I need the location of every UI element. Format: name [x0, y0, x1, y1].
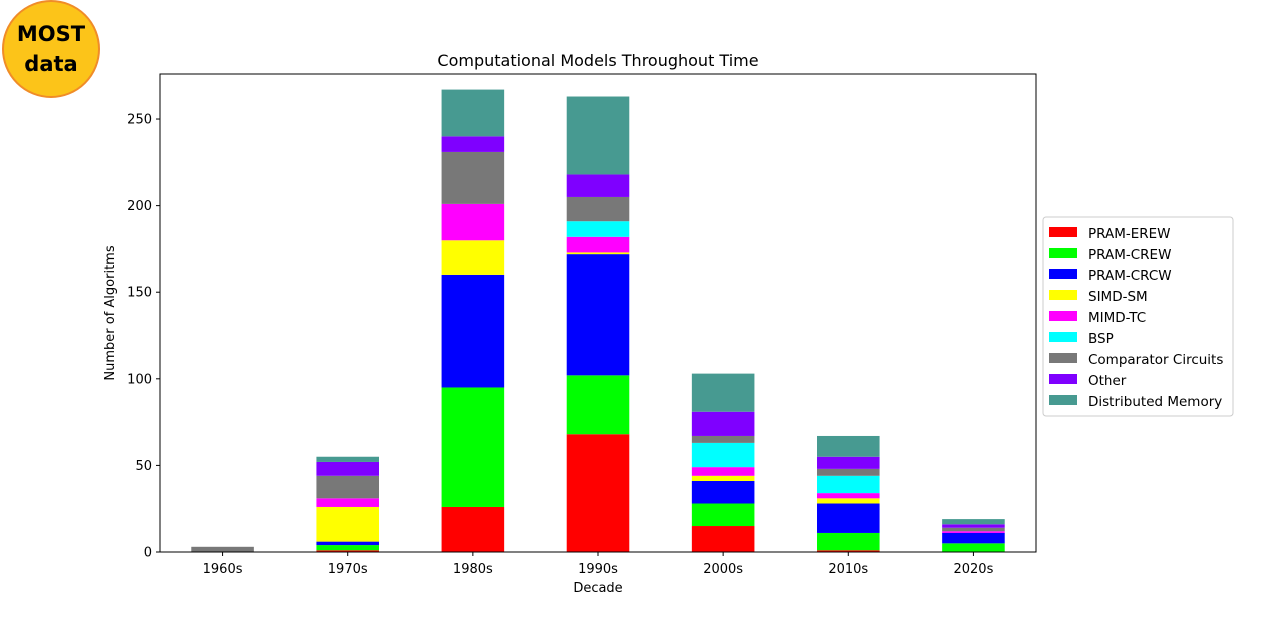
bar-2010s-series-7	[817, 456, 880, 469]
bar-2000s-series-2	[691, 480, 755, 504]
bar-2000s-series-7	[691, 411, 755, 436]
x-axis-label: Decade	[573, 581, 622, 596]
bar-2020s-series-7	[942, 524, 1005, 528]
legend-label-6: Comparator Circuits	[1088, 352, 1223, 368]
legend-swatch-7	[1049, 374, 1077, 384]
bar-1990s-series-1	[566, 375, 630, 435]
bar-2010s-series-1	[817, 532, 880, 551]
bar-1990s-series-5	[566, 221, 630, 237]
legend-swatch-3	[1049, 290, 1077, 300]
y-tick-label-5: 250	[127, 113, 152, 128]
bars-group	[191, 89, 1005, 552]
bar-2010s-series-8	[817, 435, 880, 457]
x-tick-label-2: 1980s	[453, 562, 493, 577]
bar-1980s-series-8	[441, 89, 505, 137]
bar-1970s-series-1	[316, 545, 379, 551]
bar-1980s-series-1	[441, 387, 505, 507]
x-tick-label-0: 1960s	[203, 562, 243, 577]
legend-label-4: MIMD-TC	[1088, 310, 1146, 326]
most-data-logo: MOST data	[2, 0, 100, 98]
legend-label-3: SIMD-SM	[1088, 289, 1148, 305]
y-axis: 0 50 100 150 200 250	[127, 113, 160, 561]
logo-line-2: data	[24, 52, 78, 76]
plot-frame	[159, 73, 1037, 553]
bar-2010s-series-6	[817, 468, 880, 476]
bar-1990s-series-3	[566, 252, 630, 255]
bar-2020s-series-2	[942, 532, 1005, 544]
y-tick-label-1: 50	[135, 459, 152, 474]
legend-label-8: Distributed Memory	[1088, 394, 1222, 410]
bar-2010s-series-5	[817, 475, 880, 494]
bar-2010s-series-0	[817, 550, 880, 552]
bar-1970s-series-0	[316, 550, 379, 552]
bar-2010s-series-3	[817, 498, 880, 504]
bar-1990s-series-8	[566, 96, 630, 175]
bar-2000s-series-5	[691, 442, 755, 468]
legend-swatch-2	[1049, 269, 1077, 279]
bar-1980s-series-6	[441, 151, 505, 204]
legend-swatch-8	[1049, 395, 1077, 405]
legend-label-5: BSP	[1088, 331, 1114, 347]
x-tick-label-4: 2000s	[703, 562, 743, 577]
x-axis: 1960s 1970s 1980s 1990s 2000s 2010s 2020s	[203, 552, 994, 577]
bar-1970s-series-4	[316, 498, 379, 507]
legend-label-7: Other	[1088, 373, 1127, 389]
bar-1980s-series-4	[441, 203, 505, 241]
bar-2000s-series-4	[691, 467, 755, 476]
y-tick-label-0: 0	[144, 546, 152, 561]
x-tick-label-6: 2020s	[953, 562, 993, 577]
bar-1990s-series-7	[566, 174, 630, 197]
bar-1990s-series-6	[566, 196, 630, 222]
bar-1980s-series-3	[441, 240, 505, 275]
bar-1970s-series-8	[316, 456, 379, 462]
bar-1960s-series-6	[191, 546, 254, 552]
bar-2000s-series-0	[691, 526, 755, 552]
chart-title: Computational Models Throughout Time	[437, 51, 758, 70]
bar-2020s-series-4	[942, 531, 1005, 533]
bar-1970s-series-3	[316, 506, 379, 542]
legend-swatch-1	[1049, 248, 1077, 258]
bar-2020s-series-1	[942, 543, 1005, 552]
x-tick-label-5: 2010s	[828, 562, 868, 577]
bar-1980s-series-0	[441, 506, 505, 552]
legend-swatch-0	[1049, 227, 1077, 237]
bar-2010s-series-2	[817, 503, 880, 533]
logo-line-1: MOST	[16, 22, 86, 46]
bar-2000s-series-6	[691, 435, 755, 443]
y-tick-label-4: 200	[127, 199, 152, 214]
bar-2000s-series-3	[691, 475, 755, 481]
y-axis-label: Number of Algoritms	[103, 245, 118, 380]
legend: PRAM-EREW PRAM-CREW PRAM-CRCW SIMD-SM MIMD-T…	[1042, 216, 1234, 417]
bar-1990s-series-4	[566, 236, 630, 253]
bar-1970s-series-6	[316, 475, 379, 499]
y-tick-label-2: 100	[127, 372, 152, 387]
bar-1990s-series-0	[566, 434, 630, 552]
bar-1970s-series-2	[316, 541, 379, 546]
y-tick-label-3: 150	[127, 286, 152, 301]
legend-swatch-5	[1049, 332, 1077, 342]
x-tick-label-3: 1990s	[578, 562, 618, 577]
bar-2020s-series-8	[942, 519, 1005, 525]
bar-2020s-series-6	[942, 527, 1005, 532]
bar-2000s-series-8	[691, 373, 755, 412]
legend-label-2: PRAM-CRCW	[1088, 268, 1172, 284]
legend-box	[1042, 216, 1234, 417]
legend-label-0: PRAM-EREW	[1088, 226, 1171, 242]
bar-2010s-series-4	[817, 493, 880, 499]
legend-label-1: PRAM-CREW	[1088, 247, 1171, 263]
bar-1990s-series-2	[566, 254, 630, 376]
legend-swatch-6	[1049, 353, 1077, 363]
legend-swatch-4	[1049, 311, 1077, 321]
bar-1980s-series-2	[441, 274, 505, 388]
bar-2000s-series-1	[691, 503, 755, 527]
x-tick-label-1: 1970s	[328, 562, 368, 577]
bar-1980s-series-7	[441, 136, 505, 152]
bar-1970s-series-7	[316, 461, 379, 476]
